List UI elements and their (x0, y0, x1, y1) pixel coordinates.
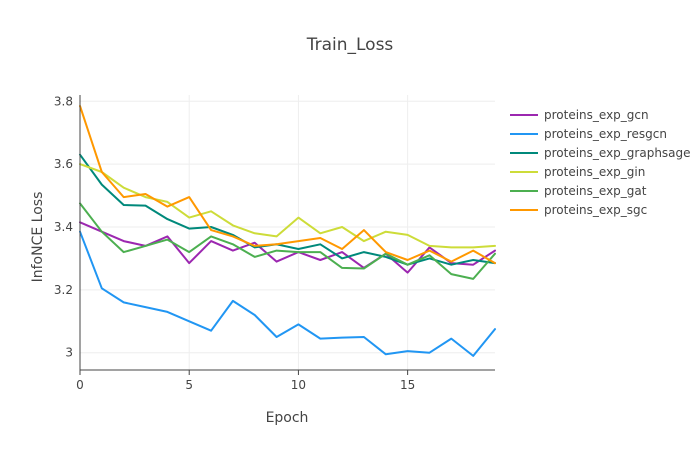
legend-item-proteins_exp_gat[interactable]: proteins_exp_gat (510, 184, 647, 198)
x-tick-label: 5 (185, 378, 193, 392)
legend-item-proteins_exp_sgc[interactable]: proteins_exp_sgc (510, 203, 647, 217)
x-tick-label: 10 (291, 378, 306, 392)
series-line-proteins_exp_gin (79, 163, 496, 249)
legend-label: proteins_exp_gat (544, 184, 647, 198)
y-tick-label: 3.6 (54, 157, 73, 171)
x-tick-label: 15 (400, 378, 415, 392)
series-layer (79, 105, 496, 357)
y-axis-title: InfoNCE Loss (30, 192, 46, 283)
series-line-proteins_exp_gat (79, 202, 496, 280)
y-tick-label: 3.8 (54, 94, 73, 108)
legend-label: proteins_exp_gin (544, 165, 645, 179)
legend-label: proteins_exp_graphsage (544, 146, 691, 160)
series-line-proteins_exp_resgcn (79, 230, 496, 357)
legend-item-proteins_exp_gcn[interactable]: proteins_exp_gcn (510, 108, 649, 122)
series-line-proteins_exp_graphsage (79, 153, 496, 266)
x-tick-label: 0 (76, 378, 84, 392)
legend-item-proteins_exp_graphsage[interactable]: proteins_exp_graphsage (510, 146, 691, 160)
y-tick-label: 3.2 (54, 283, 73, 297)
legend-item-proteins_exp_resgcn[interactable]: proteins_exp_resgcn (510, 127, 667, 141)
x-axis-title: Epoch (266, 410, 309, 426)
legend-label: proteins_exp_resgcn (544, 127, 667, 141)
legend-item-proteins_exp_gin[interactable]: proteins_exp_gin (510, 165, 645, 179)
chart-title: Train_Loss (306, 35, 394, 55)
legend-label: proteins_exp_sgc (544, 203, 647, 217)
y-tick-label: 3.4 (54, 220, 73, 234)
legend-label: proteins_exp_gcn (544, 108, 649, 122)
legend[interactable]: proteins_exp_gcn proteins_exp_resgcnprote… (510, 108, 691, 217)
axes-layer: 3 3.2 3.4 3.6 3.8 0 5 10 15 (54, 94, 495, 392)
y-tick-label: 3 (65, 346, 73, 360)
series-line-proteins_exp_sgc (79, 105, 496, 265)
